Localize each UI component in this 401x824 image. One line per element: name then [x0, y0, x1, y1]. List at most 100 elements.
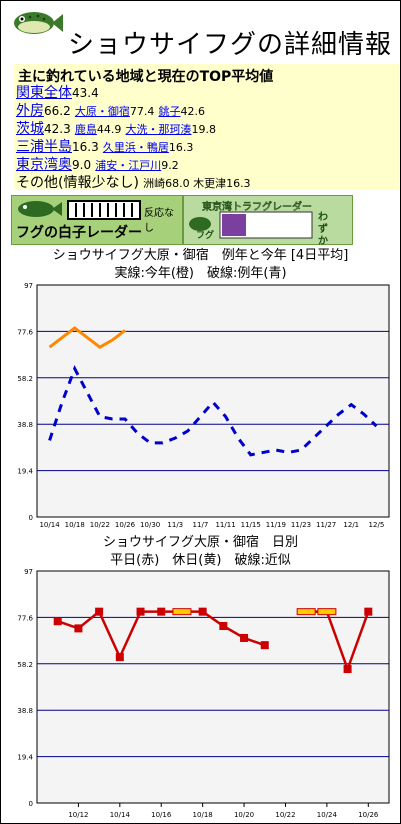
x-tick-label: 10/24 [317, 811, 338, 819]
radar1-status: 反応なし [144, 208, 174, 234]
radar2-fish-label: フグ [196, 231, 215, 241]
x-tick-label: 12/1 [343, 521, 359, 529]
summary-box: 主に釣れている地域と現在のTOP平均値 関東全体43.4 外房66.2 大原・御… [14, 64, 399, 192]
subregion-value: 77.4 [129, 105, 155, 118]
y-tick-label: 77.6 [17, 328, 33, 336]
subregion-value: 9.2 [161, 159, 179, 172]
summary-row: 関東全体43.4 [16, 82, 99, 102]
subregion-link-oarai[interactable]: 大洗・那珂湊 [125, 123, 192, 136]
subregion-value: 44.9 [96, 123, 122, 136]
subregion-value: 42.6 [180, 105, 206, 118]
y-tick-label: 19.4 [17, 754, 33, 762]
torafugu-icon [189, 211, 313, 239]
x-tick-label: 11/15 [241, 521, 261, 529]
subregion-link-kashima[interactable]: 鹿島 [74, 123, 97, 136]
x-tick-label: 11/11 [215, 521, 235, 529]
radar-meter-icon [18, 200, 141, 220]
summary-row: 東京湾奥9.0 浦安・江戸川9.2 [16, 154, 179, 174]
x-tick-label: 11/7 [193, 521, 209, 529]
series-line-this-year [48, 326, 126, 349]
region-link-kanto[interactable]: 関東全体 [16, 85, 72, 101]
subregion-link-choshi[interactable]: 銚子 [158, 105, 181, 118]
y-tick-label: 77.6 [17, 614, 33, 622]
region-value: 42.3 [44, 122, 71, 136]
region-link-sotobo[interactable]: 外房 [16, 103, 44, 119]
summary-row: 外房66.2 大原・御宿77.4 銚子42.6 [16, 100, 205, 120]
y-tick-label: 38.8 [17, 707, 33, 715]
y-tick-label: 0 [29, 514, 33, 522]
data-point-weekday [240, 633, 249, 642]
x-tick-label: 10/30 [140, 521, 160, 529]
page-title: ショウサイフグの詳細情報 [68, 30, 393, 60]
data-point-weekday [74, 624, 83, 633]
x-tick-label: 11/23 [291, 521, 311, 529]
x-tick-label: 10/20 [234, 811, 254, 819]
y-tick-label: 19.4 [17, 468, 33, 476]
subregion-link-ohara[interactable]: 大原・御宿 [74, 105, 130, 118]
x-tick-label: 10/18 [193, 811, 213, 819]
fish-logo-icon [14, 12, 63, 34]
data-point-weekday [157, 607, 166, 616]
subregion-link-kurihama[interactable]: 久里浜・鴨居 [102, 141, 169, 154]
y-tick-label: 97 [24, 568, 33, 576]
chart2: 97 77.6 58.2 38.8 19.4 0 10/12 10/14 10/16 10/18 1… [17, 568, 390, 819]
series-line-daily [306, 610, 370, 673]
y-tick-label: 58.2 [17, 375, 33, 383]
data-point-weekday [95, 607, 104, 616]
region-value: 66.2 [44, 104, 71, 118]
region-value: 9.0 [72, 158, 92, 172]
other-values: 洲崎68.0 木更津16.3 [143, 177, 251, 190]
x-tick-label: 10/26 [358, 811, 379, 819]
x-tick-label: 11/3 [167, 521, 183, 529]
other-label: その他(情報少なし) [16, 175, 139, 191]
y-tick-label: 97 [24, 282, 33, 290]
data-point-weekday [136, 607, 145, 616]
plot-area [36, 570, 390, 804]
data-point-holiday [172, 608, 192, 616]
x-tick-label: 10/22 [275, 811, 295, 819]
data-point-weekday [53, 617, 62, 626]
data-point-weekday [260, 641, 269, 650]
y-tick-label: 0 [29, 800, 33, 808]
x-tick-label: 10/26 [115, 521, 136, 529]
summary-row: 茨城42.3 鹿島44.9 大洗・那珂湊19.8 [16, 118, 216, 138]
subregion-link-urayasu[interactable]: 浦安・江戸川 [95, 159, 162, 172]
summary-row: 三浦半島16.3 久里浜・鴨居16.3 [16, 136, 193, 156]
radar2-status: わず か [318, 212, 328, 247]
radar2-title: 東京湾トラフグレーダー [202, 202, 312, 213]
chart1-title: ショウサイフグ大原・御宿 例年と今年 [4日平均] [52, 248, 349, 263]
data-point-weekday [343, 665, 352, 674]
data-point-holiday [317, 608, 337, 616]
chart1: 97 77.6 58.2 38.8 19.4 0 10/14 10/18 10/22 10/26 1… [17, 282, 390, 529]
data-point-weekday [364, 607, 373, 616]
torafugu-radar-banner[interactable]: 東京湾トラフグレーダー フグ わず か [183, 195, 353, 247]
region-link-ibaraki[interactable]: 茨城 [16, 121, 44, 137]
y-tick-label: 38.8 [17, 421, 33, 429]
x-tick-label: 11/27 [316, 521, 336, 529]
chart1-subtitle: 実線:今年(橙) 破線:例年(青) [114, 266, 287, 281]
x-tick-label: 10/12 [68, 811, 88, 819]
radar1-label: フグの白子レーダー [16, 225, 142, 241]
region-link-tokyo-bay[interactable]: 東京湾奥 [16, 157, 72, 173]
x-tick-label: 10/14 [39, 521, 60, 529]
chart2-subtitle: 平日(赤) 休日(黄) 破線:近似 [110, 553, 291, 568]
y-tick-label: 58.2 [17, 661, 33, 669]
x-tick-label: 10/22 [90, 521, 110, 529]
data-point-weekday [219, 622, 228, 631]
data-point-weekday [198, 607, 207, 616]
region-link-miura[interactable]: 三浦半島 [16, 139, 72, 155]
subregion-value: 16.3 [168, 141, 194, 154]
x-tick-label: 12/5 [369, 521, 385, 529]
x-tick-label: 11/19 [266, 521, 286, 529]
subregion-value: 19.8 [191, 123, 217, 136]
data-point-weekday [115, 653, 124, 662]
data-point-holiday [296, 608, 316, 616]
shirako-radar-banner[interactable]: 反応なし フグの白子レーダー [11, 195, 183, 245]
region-value: 43.4 [72, 86, 99, 100]
summary-row: その他(情報少なし) 洲崎68.0 木更津16.3 [16, 172, 251, 192]
region-value: 16.3 [72, 140, 99, 154]
x-tick-label: 10/18 [65, 521, 85, 529]
x-tick-label: 10/14 [110, 811, 131, 819]
plot-area [36, 284, 390, 518]
x-tick-label: 10/16 [151, 811, 172, 819]
